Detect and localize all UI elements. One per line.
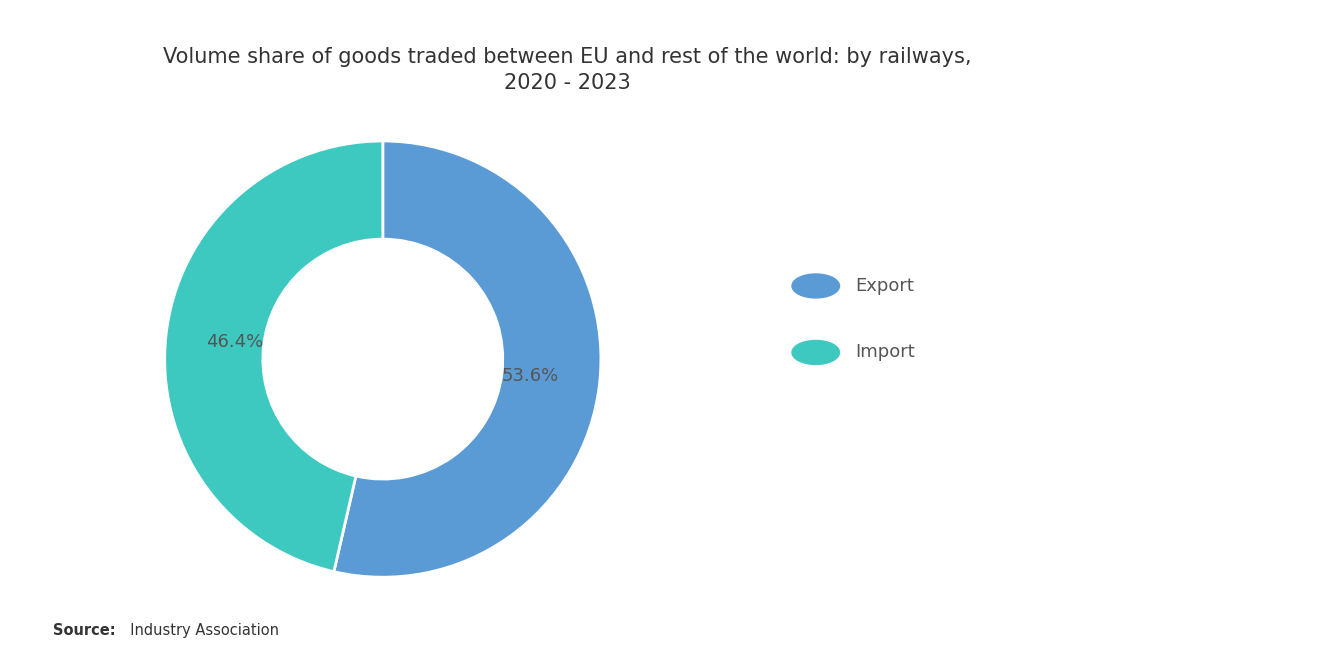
- Text: Volume share of goods traded between EU and rest of the world: by railways,
2020: Volume share of goods traded between EU …: [164, 47, 972, 93]
- Wedge shape: [334, 141, 601, 577]
- Wedge shape: [165, 141, 383, 572]
- Text: Export: Export: [855, 277, 915, 295]
- Text: Source:: Source:: [53, 623, 115, 638]
- Text: 46.4%: 46.4%: [206, 333, 264, 351]
- Text: Import: Import: [855, 343, 915, 362]
- Text: 53.6%: 53.6%: [502, 367, 560, 385]
- Text: Industry Association: Industry Association: [121, 623, 280, 638]
